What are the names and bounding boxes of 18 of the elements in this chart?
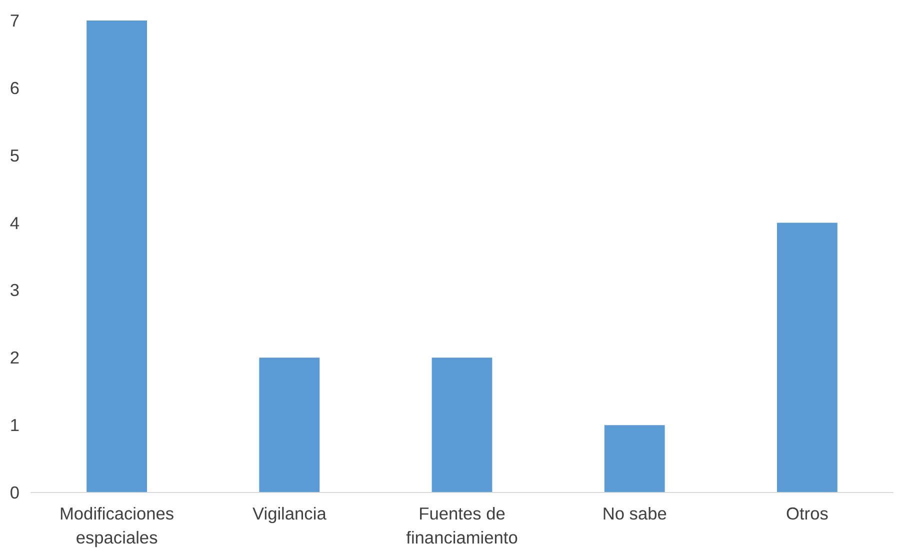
bar [86,20,148,492]
y-tick-label: 7 [10,10,20,30]
y-tick-label: 5 [10,145,20,166]
x-tick-label: Vigilancia [252,504,327,524]
bar [604,425,665,492]
y-tick-label: 6 [10,78,20,98]
y-tick-label: 0 [10,482,20,502]
bar [776,222,838,492]
y-tick-label: 3 [10,280,20,300]
bar [432,358,492,492]
x-tick-label: Modificaciones espaciales [59,504,174,548]
y-tick-label: 2 [10,348,20,368]
y-tick-label: 1 [10,415,20,436]
x-tick-label: Otros [786,504,829,524]
y-tick-label: 4 [10,212,20,233]
x-tick-label: No sabe [602,504,667,524]
bar [259,358,320,492]
x-tick-label: Fuentes de financiamiento [406,504,518,548]
